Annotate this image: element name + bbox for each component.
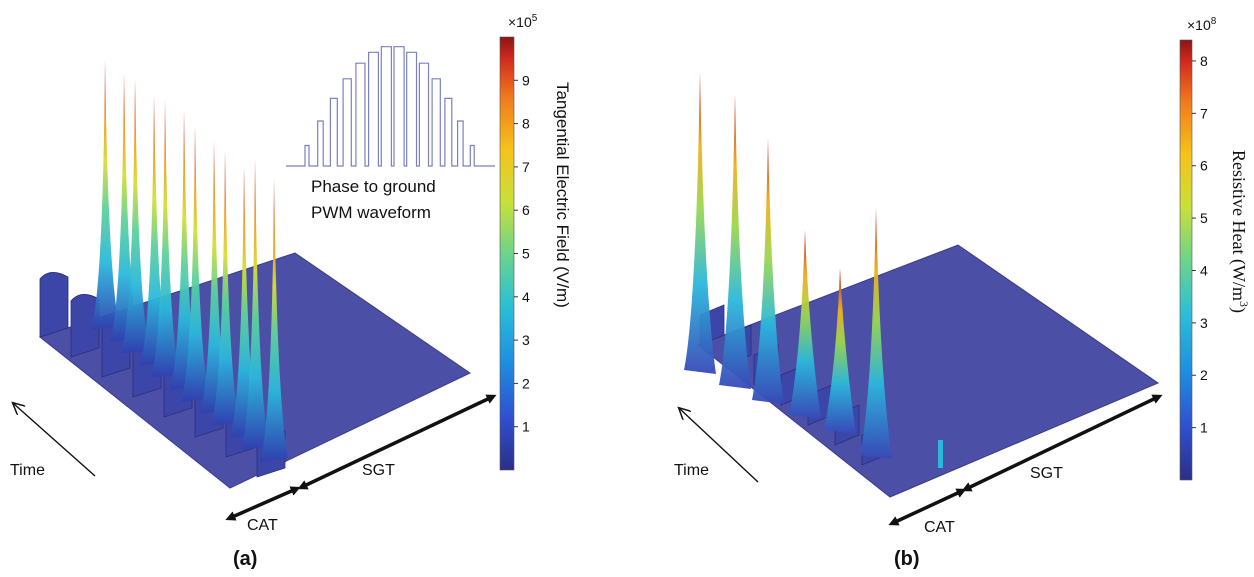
panel-b-colorbar-multiplier: ×108	[1187, 16, 1217, 33]
heat-spike	[719, 94, 751, 389]
heat-spike	[860, 208, 892, 459]
panel-b-caption: (b)	[894, 548, 920, 570]
panel-b-heat-spikes	[684, 72, 943, 468]
panel-a-colorbar-tick-label: 2	[522, 375, 530, 391]
panel-a-colorbar-tick-label: 6	[522, 202, 530, 218]
panel-a-colorbar-tick-label: 1	[522, 419, 530, 435]
field-spike	[170, 110, 198, 390]
panel-b-sgt-plate	[697, 244, 1160, 498]
field-spike	[260, 178, 288, 462]
panel-a-colorbar-multiplier: ×105	[508, 13, 538, 30]
panel-b-colorbar-tick-label: 2	[1200, 367, 1208, 383]
panel-b-cat-arrow	[888, 488, 967, 526]
inset-label-line2: PWM waveform	[311, 203, 431, 222]
panel-b-sgt-arrow	[961, 394, 1163, 492]
panel-a-cat-label: CAT	[247, 517, 278, 534]
panel-b-colorbar-tick-label: 8	[1200, 53, 1208, 69]
panel-a-colorbar-ticks: 1 2 3 4 5 6 7 8 9	[514, 72, 530, 435]
panel-a-sgt-label: SGT	[362, 462, 395, 479]
panel-a-colorbar-title: Tangential Electric Field (V/m)	[553, 82, 572, 308]
panel-b-cat-label: CAT	[924, 519, 955, 536]
panel-b-colorbar	[1179, 39, 1193, 481]
cat-slab	[39, 272, 69, 338]
field-spike	[181, 125, 209, 402]
field-spike	[200, 140, 228, 414]
field-spike	[241, 158, 269, 450]
field-spike	[230, 165, 258, 438]
field-spike	[140, 95, 168, 366]
panel-a: Phase to ground PWM waveform 1 2 3 4 5 6 7 8 9 ×…	[10, 13, 572, 570]
panel-b-sgt-label: SGT	[1030, 465, 1063, 482]
panel-a-colorbar-tick-label: 5	[522, 246, 530, 262]
heat-spike	[789, 230, 821, 419]
panel-b-time-arrow	[680, 409, 759, 483]
panel-a-colorbar-tick-label: 3	[522, 332, 530, 348]
field-spike	[151, 100, 179, 378]
panel-b-colorbar-tick-label: 1	[1200, 420, 1208, 436]
panel-a-sgt-arrow	[297, 394, 497, 490]
field-spike	[91, 60, 119, 330]
heat-spike	[684, 72, 716, 374]
panel-a-colorbar-tick-label: 7	[522, 159, 530, 175]
panel-a-caption: (a)	[233, 548, 257, 570]
heat-spike	[824, 268, 856, 434]
panel-a-time-label: Time	[10, 462, 45, 479]
panel-b-colorbar-tick-label: 3	[1200, 315, 1208, 331]
heat-spike	[938, 440, 943, 468]
field-spike	[211, 150, 239, 426]
panel-a-colorbar-tick-label: 9	[522, 72, 530, 88]
panel-b: 1 2 3 4 5 6 7 8 ×108 Resistive Heat (W/m3) Time…	[674, 16, 1251, 570]
panel-b-colorbar-ticks: 1 2 3 4 5 6 7 8	[1192, 53, 1208, 436]
panel-b-colorbar-title: Resistive Heat (W/m3)	[1228, 150, 1251, 313]
heat-spike	[752, 138, 784, 404]
panel-b-colorbar-tick-label: 7	[1200, 105, 1208, 121]
panel-b-colorbar-tick-label: 6	[1200, 158, 1208, 174]
pwm-waveform-trace	[286, 46, 495, 167]
panel-b-time-label: Time	[674, 462, 709, 479]
pwm-waveform-inset: Phase to ground PWM waveform	[286, 46, 495, 222]
panel-a-colorbar-tick-label: 4	[522, 289, 530, 305]
panel-b-colorbar-tick-label: 5	[1200, 210, 1208, 226]
inset-label-line1: Phase to ground	[311, 177, 436, 196]
panel-a-cat-arrow	[225, 486, 301, 521]
panel-a-time-arrow	[14, 404, 96, 477]
panel-a-colorbar	[499, 36, 515, 471]
panel-b-colorbar-tick-label: 4	[1200, 262, 1208, 278]
field-spike	[121, 78, 149, 354]
panel-a-field-spikes	[91, 60, 288, 462]
panel-a-colorbar-tick-label: 8	[522, 116, 530, 132]
field-spike	[110, 72, 138, 342]
